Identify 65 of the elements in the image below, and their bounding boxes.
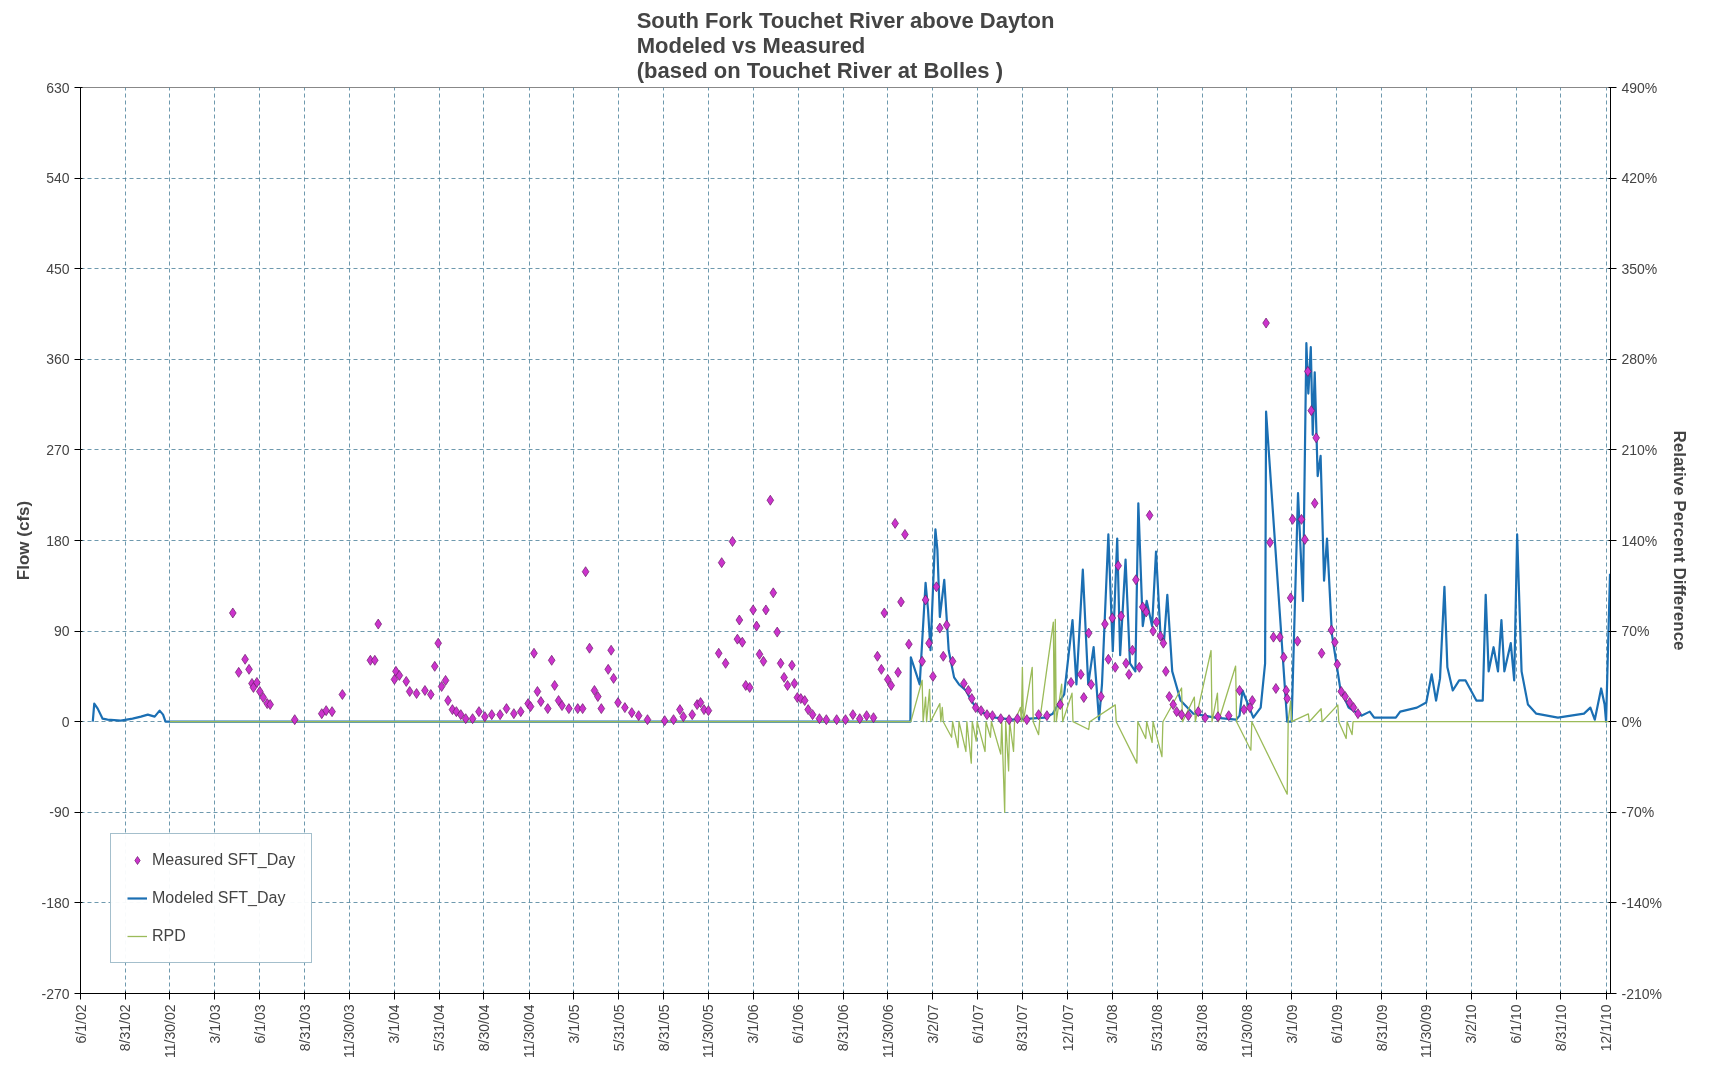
x-tick-label: 8/31/06 <box>835 1004 852 1052</box>
y2-tick-label: 0% <box>1621 713 1642 730</box>
x-tick-label: 8/31/05 <box>655 1004 672 1052</box>
x-tick-label: 3/1/06 <box>745 1004 762 1044</box>
legend-label: RPD <box>152 927 186 945</box>
x-tick-label: 8/31/08 <box>1194 1004 1211 1052</box>
line-series <box>91 342 1611 723</box>
x-tick-label: 3/2/07 <box>924 1004 941 1044</box>
x-tick-label: 3/1/05 <box>565 1004 582 1044</box>
x-tick-label: 6/1/03 <box>251 1004 268 1044</box>
y2-tick-label: -210% <box>1621 985 1662 1002</box>
y-axis-title: Flow (cfs) <box>14 500 34 581</box>
y-tick-label: 630 <box>46 79 70 96</box>
x-tick-label: 11/30/04 <box>521 1004 538 1058</box>
legend-label: Measured SFT_Day <box>152 851 296 869</box>
y2-tick-label: -140% <box>1621 894 1662 911</box>
y-tick-label: 450 <box>46 260 70 277</box>
x-tick-label: 6/1/02 <box>72 1004 89 1044</box>
x-tick-label: 6/1/07 <box>969 1004 986 1044</box>
x-tick-label: 6/1/10 <box>1508 1004 1525 1044</box>
y-tick-label: 540 <box>46 170 70 187</box>
y-tick-label: 360 <box>46 351 70 368</box>
y2-tick-label: 490% <box>1621 79 1658 96</box>
x-tick-label: 6/1/06 <box>790 1004 807 1044</box>
y2-tick-label: -70% <box>1621 804 1655 821</box>
x-tick-label: 12/1/10 <box>1598 1004 1615 1052</box>
y2-tick-label: 140% <box>1621 532 1658 549</box>
x-tick-label: 3/1/04 <box>386 1004 403 1044</box>
x-tick-label: 8/31/03 <box>296 1004 313 1052</box>
x-tick-label: 3/2/10 <box>1463 1004 1480 1044</box>
y-tick-label: 0 <box>61 713 70 730</box>
x-tick-label: 12/1/07 <box>1059 1004 1076 1052</box>
y-tick-label: -270 <box>41 985 70 1002</box>
x-tick-label: 11/30/03 <box>341 1004 358 1058</box>
y2-tick-label: 210% <box>1621 441 1658 458</box>
x-tick-label: 11/30/05 <box>700 1004 717 1058</box>
x-tick-label: 5/31/08 <box>1149 1004 1165 1052</box>
line-series <box>169 618 1611 813</box>
y-tick-label: 180 <box>46 532 70 549</box>
x-tick-label: 6/1/09 <box>1328 1004 1345 1044</box>
x-tick-label: 3/1/09 <box>1283 1004 1300 1044</box>
y-tick-label: -180 <box>41 894 70 911</box>
y-tick-label: -90 <box>49 804 70 821</box>
x-tick-label: 8/31/09 <box>1373 1004 1390 1052</box>
y2-tick-label: 280% <box>1621 351 1658 368</box>
x-tick-label: 8/31/02 <box>117 1004 134 1052</box>
x-tick-label: 11/30/08 <box>1238 1004 1255 1058</box>
x-tick-label: 11/30/06 <box>879 1004 896 1058</box>
x-tick-label: 11/30/02 <box>161 1004 178 1058</box>
x-tick-label: 11/30/09 <box>1418 1004 1435 1058</box>
x-tick-label: 5/31/04 <box>431 1004 448 1052</box>
x-tick-label: 3/1/08 <box>1104 1004 1121 1044</box>
y2-tick-label: 350% <box>1621 260 1658 277</box>
x-tick-label: 5/31/05 <box>610 1004 627 1052</box>
y-tick-label: 90 <box>53 623 70 640</box>
chart-title: South Fork Touchet River above Dayton Modeled vs Measured (based on Touchet River at Bolles ) <box>636 7 1055 83</box>
x-tick-label: 8/31/07 <box>1014 1004 1031 1052</box>
y-tick-label: 270 <box>46 441 70 458</box>
x-tick-label: 8/31/10 <box>1552 1004 1569 1052</box>
x-tick-label: 3/1/03 <box>206 1004 223 1044</box>
legend-label: Modeled SFT_Day <box>152 889 286 907</box>
y2-tick-label: 70% <box>1621 623 1650 640</box>
y2-axis-title: Relative Percent Difference <box>1669 430 1689 651</box>
y2-tick-label: 420% <box>1621 170 1658 187</box>
x-tick-label: 8/30/04 <box>475 1004 492 1052</box>
